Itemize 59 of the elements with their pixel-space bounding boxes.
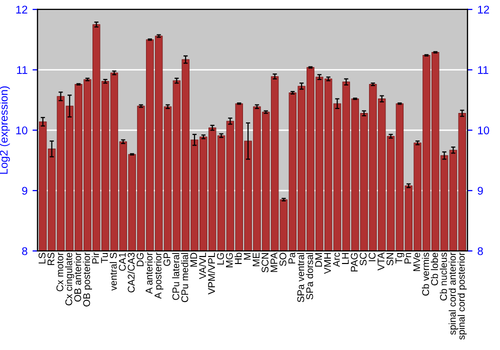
x-tick-label: MD — [190, 252, 198, 267]
x-tick-label: VMH — [324, 253, 331, 274]
x-tick-label: VPM/VPL — [208, 252, 215, 294]
x-tick-label: DG — [136, 253, 144, 266]
x-tick-label: Hb — [234, 252, 242, 264]
x-tick-label: RS — [48, 252, 54, 266]
x-tick-label: IC — [368, 252, 376, 262]
x-tick-label: A anterior — [145, 252, 153, 294]
y2-tick-label: 11 — [478, 66, 488, 74]
x-tick-label: PAG — [350, 253, 358, 272]
x-tick-label: VTA — [378, 252, 384, 270]
y-tick-label: 12 — [16, 6, 28, 14]
y-tick-label: 10 — [16, 126, 28, 134]
x-tick-label: MPA — [270, 252, 278, 272]
x-tick-label: Cb nucleus — [440, 252, 447, 300]
x-tick-label: Pa — [288, 252, 296, 264]
x-tick-label: Arc — [333, 252, 340, 267]
x-tick-label: Pir — [92, 252, 99, 264]
x-tick-label: VA/VL — [198, 252, 206, 280]
x-tick-label: CPu lateral — [172, 252, 180, 300]
x-tick-label: Cx motor — [56, 252, 64, 292]
x-tick-label: Cb vermis — [422, 252, 430, 296]
x-tick-label: LS — [38, 252, 46, 264]
y-tick-label: 9 — [22, 186, 28, 195]
x-tick-label: ME — [252, 252, 260, 266]
x-tick-label: Cb lobe — [430, 252, 438, 286]
x-tick-label: LH — [342, 253, 349, 264]
x-tick-label: SPa dorsal — [306, 252, 314, 300]
x-tick-label: MG — [226, 253, 233, 268]
x-tick-label: M — [244, 253, 251, 260]
x-tick-label: Tg — [396, 252, 404, 264]
x-tick-label: CA1 — [118, 252, 126, 271]
y2-tick-label: 12 — [478, 6, 490, 14]
y-axis-title: Log2 (expression) — [0, 86, 10, 174]
x-tick-label: OB anterior — [74, 252, 82, 302]
y2-tick-label: 9 — [478, 186, 483, 195]
x-tick-label: DM — [315, 253, 322, 267]
x-tick-label: Pn — [404, 252, 412, 264]
x-tick-label: spinal cord anterior — [448, 252, 458, 335]
y2-tick-label: 8 — [478, 247, 483, 256]
y-tick-label: 11 — [17, 66, 28, 74]
y-tick-label: 8 — [22, 247, 28, 256]
x-tick-label: ventral S — [110, 252, 117, 291]
x-tick-label: SPa ventral — [297, 252, 304, 302]
y2-tick-label: 10 — [478, 126, 490, 134]
x-tick-label: spinal cord posterior — [458, 252, 467, 340]
x-tick-label: CA2/CA3 — [128, 252, 135, 292]
x-tick-label: GP — [163, 252, 170, 266]
x-tick-label: A posterior — [154, 252, 164, 299]
x-tick-label: LG — [217, 253, 224, 265]
x-tick-label: SN — [386, 253, 394, 266]
x-tick-label: CPu medial — [181, 252, 188, 302]
x-tick-label: SC — [360, 252, 367, 266]
x-tick-label: SO — [279, 252, 286, 266]
x-tick-label: Cx cingulate — [65, 252, 74, 306]
x-tick-label: MVe — [413, 252, 420, 271]
x-tick-label: OB posterior — [82, 252, 92, 306]
x-tick-label: SCN — [262, 253, 268, 272]
x-tick-label: Tu — [101, 252, 108, 264]
